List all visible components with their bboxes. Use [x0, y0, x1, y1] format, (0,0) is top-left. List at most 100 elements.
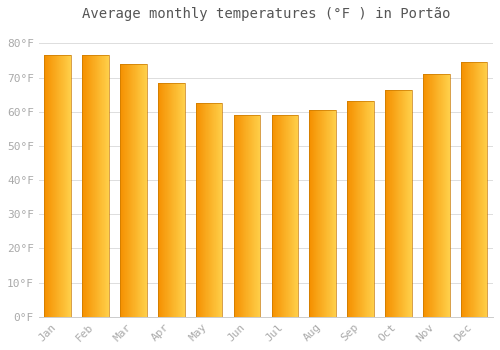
Bar	[242, 115, 243, 317]
Bar	[430, 74, 431, 317]
Bar	[176, 83, 177, 317]
Bar	[235, 115, 236, 317]
Bar	[89, 55, 90, 317]
Bar	[238, 115, 239, 317]
Bar	[44, 55, 45, 317]
Bar	[316, 110, 317, 317]
Bar	[282, 115, 284, 317]
Bar	[98, 55, 99, 317]
Bar	[349, 102, 350, 317]
Bar	[474, 62, 475, 317]
Bar	[59, 55, 60, 317]
Bar	[236, 115, 237, 317]
Bar	[333, 110, 334, 317]
Bar	[315, 110, 316, 317]
Bar	[247, 115, 248, 317]
Bar	[50, 55, 51, 317]
Bar	[95, 55, 96, 317]
Bar	[350, 102, 351, 317]
Bar	[443, 74, 444, 317]
Bar	[106, 55, 107, 317]
Bar	[398, 90, 399, 317]
Bar	[130, 64, 131, 317]
Bar	[272, 115, 298, 317]
Bar	[137, 64, 138, 317]
Bar	[358, 102, 359, 317]
Bar	[446, 74, 447, 317]
Bar	[477, 62, 478, 317]
Bar	[322, 110, 323, 317]
Bar	[466, 62, 467, 317]
Bar	[348, 102, 349, 317]
Bar	[144, 64, 145, 317]
Bar	[432, 74, 433, 317]
Bar	[323, 110, 324, 317]
Bar	[181, 83, 182, 317]
Bar	[132, 64, 133, 317]
Bar	[128, 64, 129, 317]
Bar	[372, 102, 373, 317]
Bar	[325, 110, 326, 317]
Bar	[255, 115, 256, 317]
Bar	[411, 90, 412, 317]
Bar	[85, 55, 86, 317]
Bar	[278, 115, 279, 317]
Bar	[218, 103, 219, 317]
Bar	[400, 90, 401, 317]
Bar	[158, 83, 184, 317]
Bar	[126, 64, 127, 317]
Bar	[120, 64, 122, 317]
Bar	[135, 64, 136, 317]
Bar	[310, 110, 311, 317]
Bar	[334, 110, 335, 317]
Bar	[389, 90, 390, 317]
Bar	[245, 115, 246, 317]
Bar	[234, 115, 260, 317]
Bar	[295, 115, 296, 317]
Bar	[439, 74, 440, 317]
Bar	[103, 55, 104, 317]
Bar	[396, 90, 397, 317]
Bar	[404, 90, 405, 317]
Bar	[204, 103, 205, 317]
Bar	[397, 90, 398, 317]
Bar	[161, 83, 162, 317]
Bar	[297, 115, 298, 317]
Bar	[369, 102, 370, 317]
Bar	[206, 103, 207, 317]
Bar	[441, 74, 442, 317]
Bar	[328, 110, 329, 317]
Bar	[138, 64, 140, 317]
Bar	[210, 103, 212, 317]
Bar	[208, 103, 209, 317]
Bar	[487, 62, 488, 317]
Bar	[364, 102, 365, 317]
Bar	[447, 74, 448, 317]
Bar	[55, 55, 56, 317]
Bar	[319, 110, 320, 317]
Bar	[92, 55, 93, 317]
Bar	[471, 62, 472, 317]
Bar	[292, 115, 293, 317]
Bar	[243, 115, 244, 317]
Bar	[354, 102, 356, 317]
Bar	[180, 83, 181, 317]
Bar	[196, 103, 197, 317]
Bar	[478, 62, 479, 317]
Bar	[46, 55, 47, 317]
Bar	[296, 115, 297, 317]
Bar	[163, 83, 164, 317]
Bar	[178, 83, 179, 317]
Bar	[94, 55, 95, 317]
Bar	[99, 55, 100, 317]
Bar	[408, 90, 409, 317]
Bar	[330, 110, 331, 317]
Bar	[82, 55, 83, 317]
Bar	[366, 102, 367, 317]
Bar	[329, 110, 330, 317]
Bar	[258, 115, 259, 317]
Bar	[313, 110, 314, 317]
Bar	[158, 83, 159, 317]
Bar	[120, 64, 146, 317]
Bar	[406, 90, 407, 317]
